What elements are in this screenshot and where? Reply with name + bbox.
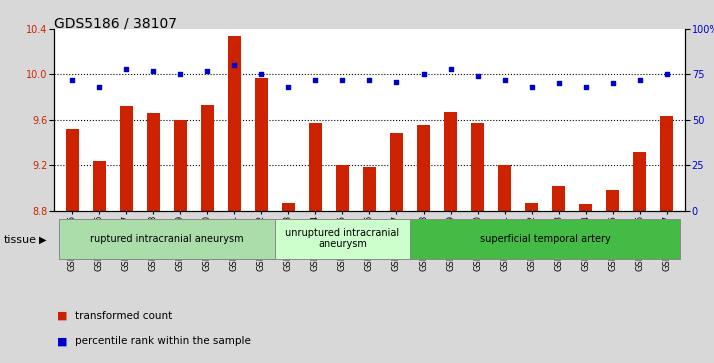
Point — [661, 72, 673, 77]
Point — [283, 84, 294, 90]
Point — [94, 84, 105, 90]
Point — [499, 77, 511, 83]
Point — [445, 66, 456, 72]
Point — [256, 72, 267, 77]
Point — [526, 84, 537, 90]
Point — [363, 77, 376, 83]
Point — [634, 77, 645, 83]
Point — [228, 62, 240, 68]
Bar — [201, 105, 214, 211]
FancyBboxPatch shape — [275, 219, 410, 259]
Point — [202, 68, 213, 74]
Bar — [579, 204, 593, 211]
Text: transformed count: transformed count — [75, 311, 172, 321]
Text: unruptured intracranial
aneurysm: unruptured intracranial aneurysm — [286, 228, 400, 249]
Point — [472, 73, 483, 79]
Bar — [308, 123, 322, 211]
Point — [148, 68, 159, 74]
Text: tissue: tissue — [4, 234, 36, 245]
Text: GDS5186 / 38107: GDS5186 / 38107 — [54, 16, 176, 30]
Bar — [525, 203, 538, 211]
Text: ruptured intracranial aneurysm: ruptured intracranial aneurysm — [90, 234, 243, 244]
Text: superficial temporal artery: superficial temporal artery — [480, 234, 610, 244]
Bar — [390, 133, 403, 211]
FancyBboxPatch shape — [59, 219, 275, 259]
Bar — [228, 36, 241, 211]
Bar — [146, 113, 160, 211]
Bar — [417, 126, 431, 211]
Bar — [660, 117, 673, 211]
Bar — [282, 203, 295, 211]
Bar — [444, 112, 457, 211]
Point — [607, 81, 618, 86]
Text: ▶: ▶ — [39, 234, 47, 245]
Point — [553, 81, 564, 86]
Bar — [605, 190, 619, 211]
Point — [175, 72, 186, 77]
Bar — [363, 167, 376, 211]
Text: ■: ■ — [57, 336, 68, 346]
Text: percentile rank within the sample: percentile rank within the sample — [75, 336, 251, 346]
Bar — [120, 106, 134, 211]
Bar — [93, 160, 106, 211]
Bar — [552, 185, 565, 211]
Text: ■: ■ — [57, 311, 68, 321]
Point — [121, 66, 132, 72]
Point — [391, 79, 402, 85]
Bar — [174, 120, 187, 211]
Bar — [471, 123, 484, 211]
Bar — [633, 152, 646, 211]
FancyBboxPatch shape — [410, 219, 680, 259]
Point — [310, 77, 321, 83]
Point — [580, 84, 591, 90]
Bar — [336, 165, 349, 211]
Bar — [66, 129, 79, 211]
Point — [66, 77, 78, 83]
Point — [418, 72, 429, 77]
Bar — [255, 78, 268, 211]
Point — [337, 77, 348, 83]
Bar — [498, 165, 511, 211]
